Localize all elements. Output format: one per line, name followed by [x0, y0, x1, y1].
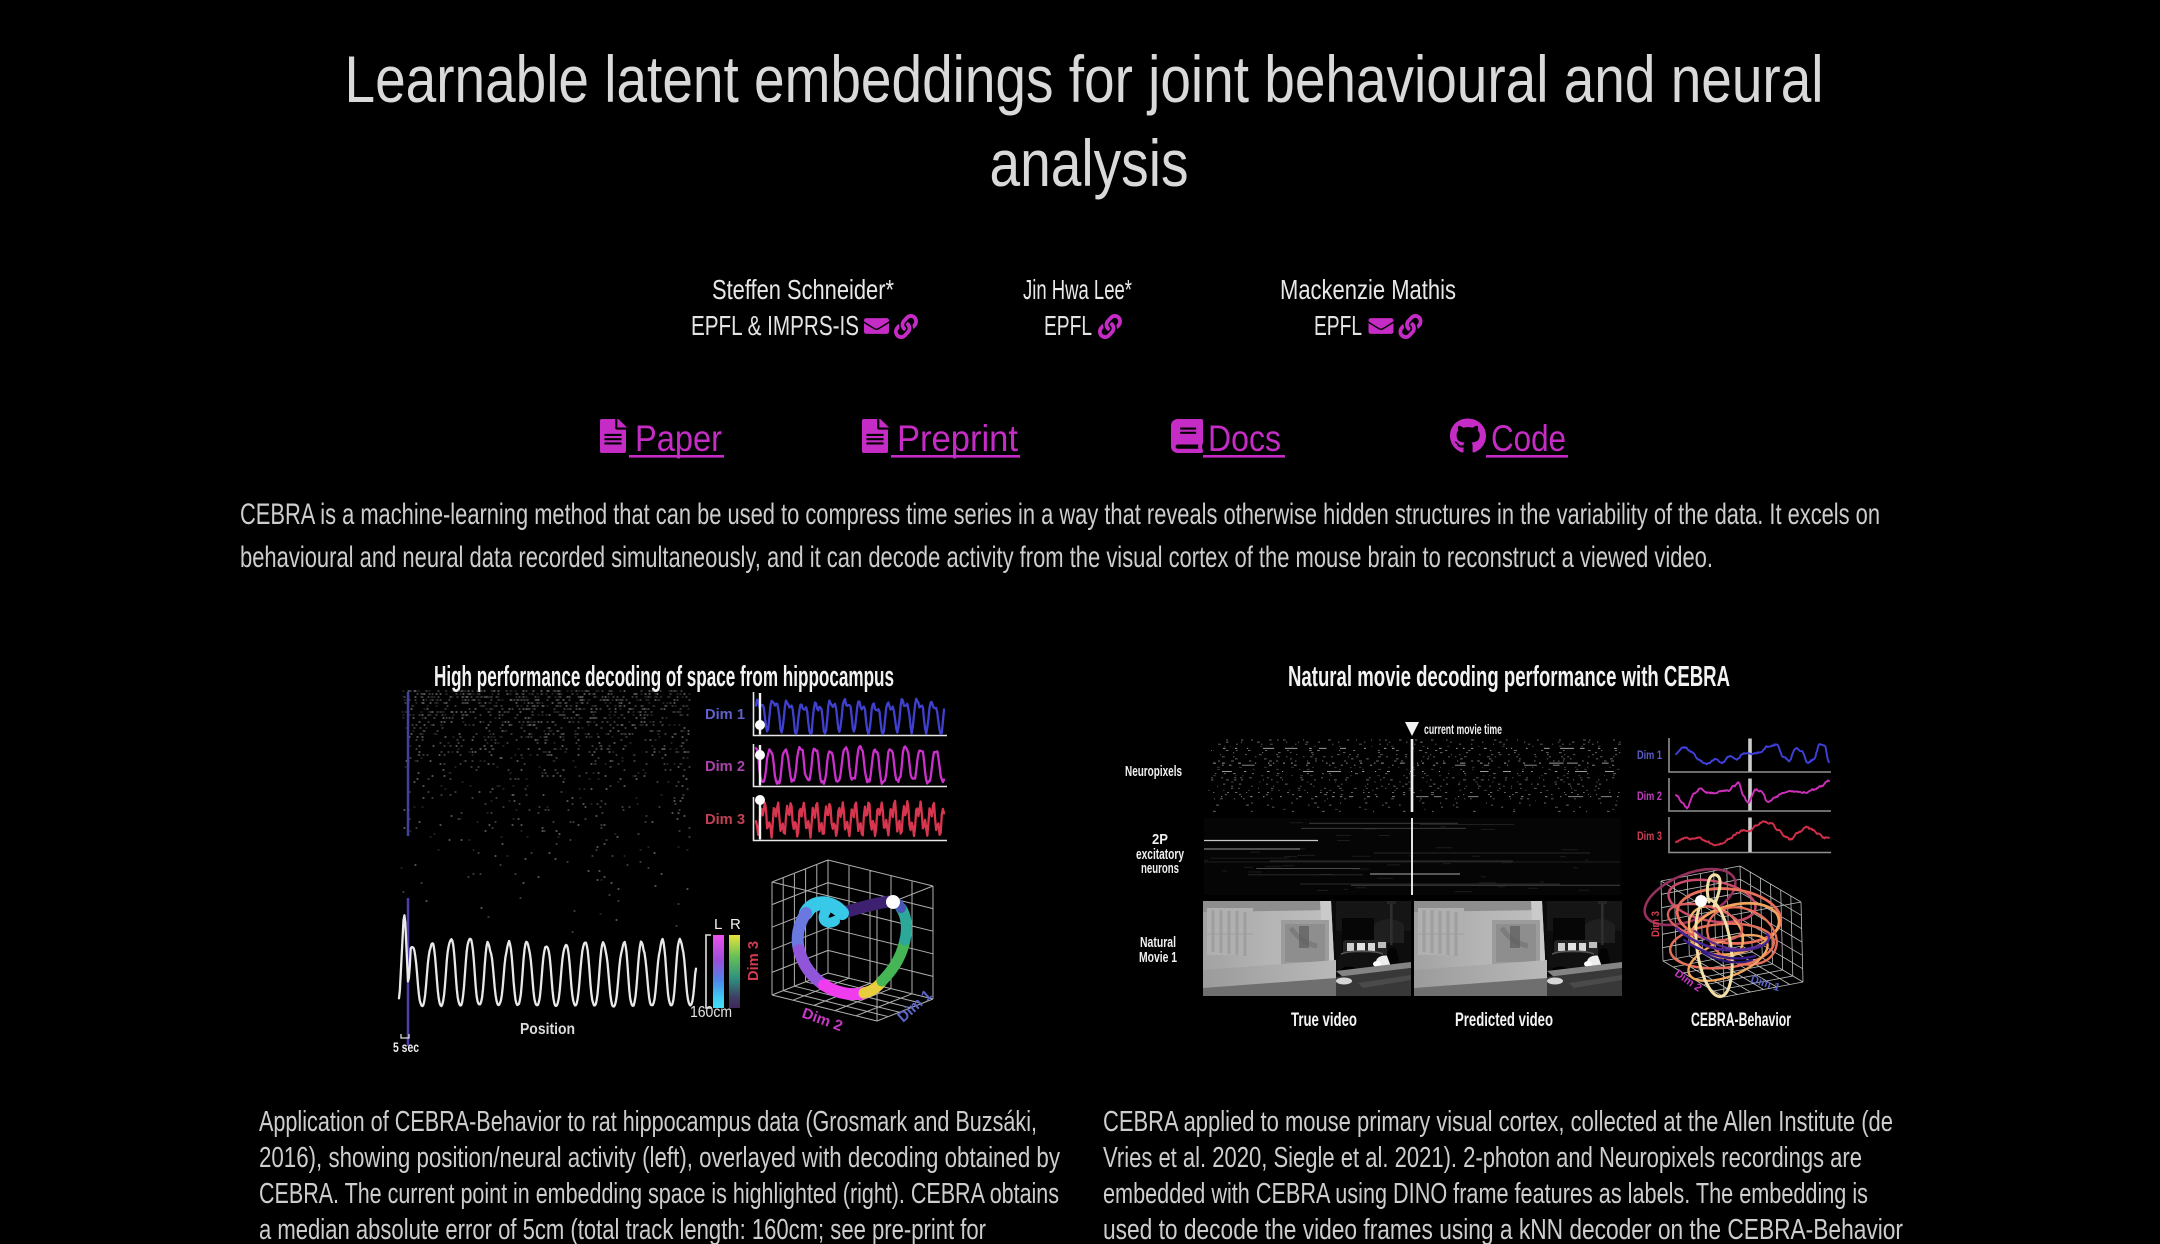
- svg-text:2P: 2P: [1152, 832, 1168, 848]
- svg-text:Neuropixels: Neuropixels: [1125, 764, 1182, 780]
- svg-text:Position: Position: [520, 1021, 575, 1038]
- svg-text:L: L: [714, 916, 722, 933]
- svg-text:Movie 1: Movie 1: [1139, 950, 1177, 966]
- svg-text:CEBRA-Behavior: CEBRA-Behavior: [1691, 1010, 1791, 1031]
- svg-text:Natural movie decoding perform: Natural movie decoding performance with …: [1288, 661, 1730, 693]
- svg-text:embedded with CEBRA using DINO: embedded with CEBRA using DINO frame fea…: [1103, 1178, 1868, 1210]
- svg-text:True video: True video: [1291, 1010, 1357, 1031]
- svg-text:CEBRA is a machine-learning me: CEBRA is a machine-learning method that …: [240, 498, 1880, 531]
- svg-text:Paper: Paper: [635, 418, 722, 459]
- svg-text:R: R: [730, 916, 741, 933]
- svg-text:Dim 2: Dim 2: [705, 758, 745, 775]
- svg-text:Dim 2: Dim 2: [1637, 789, 1662, 803]
- svg-text:High performance decoding of s: High performance decoding of space from …: [434, 661, 894, 693]
- svg-text:CEBRA. The current point in em: CEBRA. The current point in embedding sp…: [259, 1178, 1059, 1210]
- svg-text:160cm: 160cm: [690, 1004, 732, 1021]
- svg-text:neurons: neurons: [1141, 861, 1179, 877]
- svg-text:Predicted video: Predicted video: [1455, 1010, 1553, 1031]
- svg-text:analysis: analysis: [990, 126, 1189, 200]
- svg-text:Dim 3: Dim 3: [745, 941, 762, 981]
- svg-text:Steffen Schneider*: Steffen Schneider*: [712, 274, 894, 305]
- svg-text:excitatory: excitatory: [1136, 847, 1184, 863]
- svg-text:EPFL: EPFL: [1044, 310, 1092, 341]
- svg-text:Dim 3: Dim 3: [705, 811, 745, 828]
- svg-text:used to decode the video frame: used to decode the video frames using a …: [1103, 1214, 1903, 1244]
- svg-text:Application of CEBRA-Behavior: Application of CEBRA-Behavior to rat hip…: [259, 1106, 1037, 1138]
- svg-text:2016), showing position/neural: 2016), showing position/neural activity …: [259, 1142, 1060, 1174]
- svg-text:Dim 3: Dim 3: [1650, 911, 1662, 937]
- svg-text:Mackenzie Mathis: Mackenzie Mathis: [1280, 274, 1456, 305]
- svg-text:current movie time: current movie time: [1424, 722, 1502, 737]
- svg-text:5 sec: 5 sec: [393, 1039, 419, 1055]
- svg-text:CEBRA applied to mouse primary: CEBRA applied to mouse primary visual co…: [1103, 1106, 1893, 1138]
- svg-text:Jin Hwa Lee*: Jin Hwa Lee*: [1023, 274, 1132, 305]
- svg-text:Vries et al. 2020, Siegle et a: Vries et al. 2020, Siegle et al. 2021). …: [1103, 1142, 1862, 1174]
- svg-text:Learnable latent embeddings fo: Learnable latent embeddings for joint be…: [345, 42, 1824, 116]
- svg-text:Preprint: Preprint: [897, 418, 1019, 459]
- svg-text:EPFL & IMPRS-IS: EPFL & IMPRS-IS: [691, 310, 859, 341]
- svg-text:Dim 3: Dim 3: [1637, 829, 1662, 843]
- svg-text:Dim 1: Dim 1: [1637, 748, 1662, 762]
- svg-text:Code: Code: [1491, 418, 1566, 459]
- svg-text:Dim 1: Dim 1: [705, 706, 745, 723]
- svg-text:behavioural and neural data re: behavioural and neural data recorded sim…: [240, 541, 1713, 574]
- svg-text:EPFL: EPFL: [1314, 310, 1362, 341]
- svg-text:Docs: Docs: [1208, 418, 1281, 459]
- svg-text:a median absolute error of 5cm: a median absolute error of 5cm (total tr…: [259, 1214, 986, 1244]
- svg-text:Dim 1: Dim 1: [894, 987, 935, 1026]
- svg-text:Natural: Natural: [1140, 935, 1176, 951]
